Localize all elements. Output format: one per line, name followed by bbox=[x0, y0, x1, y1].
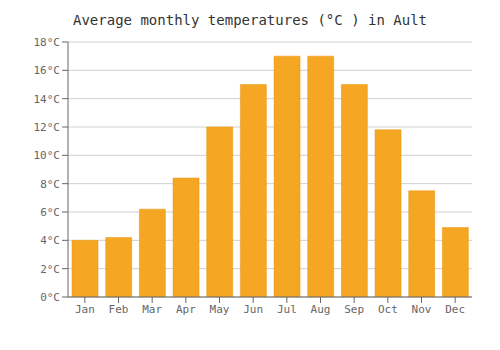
svg-text:4°C: 4°C bbox=[40, 234, 60, 247]
html-text:Average monthly temperatures (: Average monthly temperatures (°C ) in Au… bbox=[73, 12, 427, 28]
svg-text:Nov: Nov bbox=[412, 303, 432, 316]
svg-text:6°C: 6°C bbox=[40, 206, 60, 219]
svg-text:May: May bbox=[210, 303, 230, 316]
svg-text:8°C: 8°C bbox=[40, 178, 60, 191]
svg-text:16°C: 16°C bbox=[34, 64, 61, 77]
svg-text:Sep: Sep bbox=[344, 303, 364, 316]
svg-text:Aug: Aug bbox=[311, 303, 331, 316]
svg-text:2°C: 2°C bbox=[40, 263, 60, 276]
svg-text:Oct: Oct bbox=[378, 303, 398, 316]
svg-text:14°C: 14°C bbox=[34, 93, 61, 106]
svg-text:Jul: Jul bbox=[277, 303, 297, 316]
svg-text:0°C: 0°C bbox=[40, 291, 60, 304]
svg-text:12°C: 12°C bbox=[34, 121, 61, 134]
svg-text:Mar: Mar bbox=[142, 303, 162, 316]
svg-text:10°C: 10°C bbox=[34, 149, 61, 162]
svg-text:Feb: Feb bbox=[109, 303, 129, 316]
svg-text:Dec: Dec bbox=[445, 303, 465, 316]
svg-text:18°C: 18°C bbox=[34, 36, 61, 49]
svg-text:Jun: Jun bbox=[243, 303, 263, 316]
svg-text:Apr: Apr bbox=[176, 303, 196, 316]
svg-text:Jan: Jan bbox=[75, 303, 95, 316]
